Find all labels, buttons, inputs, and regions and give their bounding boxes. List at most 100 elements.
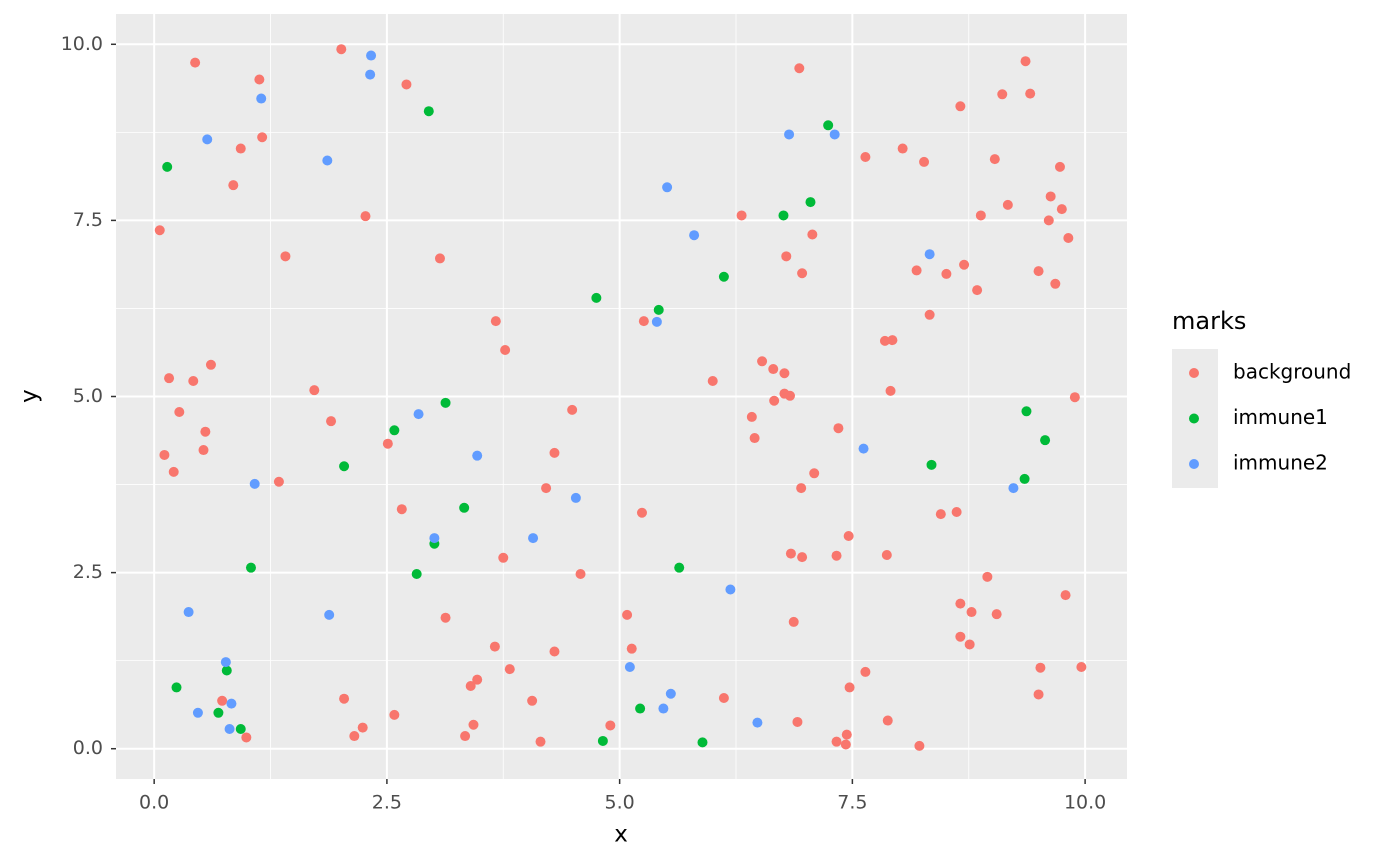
point <box>1035 662 1046 673</box>
point <box>1056 204 1067 215</box>
point <box>809 468 820 479</box>
point <box>591 292 602 303</box>
points <box>154 44 1087 751</box>
point <box>911 265 922 276</box>
point <box>843 530 854 541</box>
point <box>1002 199 1013 210</box>
point <box>235 723 246 734</box>
point <box>955 598 966 609</box>
point <box>324 609 335 620</box>
point <box>689 230 700 241</box>
point <box>697 737 708 748</box>
point <box>326 416 337 427</box>
point <box>989 154 1000 165</box>
point <box>434 253 445 264</box>
point <box>360 211 371 222</box>
point <box>575 569 586 580</box>
point <box>1043 215 1054 226</box>
point <box>792 716 803 727</box>
point <box>382 438 393 449</box>
point <box>718 692 729 703</box>
point <box>256 93 267 104</box>
point <box>226 698 237 709</box>
point <box>831 736 842 747</box>
point <box>636 507 647 518</box>
point <box>154 225 165 236</box>
legend-key <box>1189 459 1199 469</box>
point <box>498 552 509 563</box>
point <box>440 397 451 408</box>
point <box>658 703 669 714</box>
point <box>541 483 552 494</box>
point <box>188 376 199 387</box>
x-tick-label: 5.0 <box>605 792 635 814</box>
point <box>807 229 818 240</box>
point <box>472 450 483 461</box>
point <box>881 549 892 560</box>
point <box>339 693 350 704</box>
point <box>224 723 235 734</box>
point <box>241 732 252 743</box>
point <box>935 509 946 520</box>
point <box>674 562 685 573</box>
point <box>401 79 412 90</box>
point <box>198 445 209 456</box>
point <box>1020 56 1031 67</box>
point <box>964 639 975 650</box>
point <box>823 120 834 131</box>
point <box>220 657 231 668</box>
point <box>1033 266 1044 277</box>
point <box>535 736 546 747</box>
point <box>926 459 937 470</box>
point <box>411 569 422 580</box>
point <box>785 548 796 559</box>
point <box>528 533 539 544</box>
point <box>991 609 1002 620</box>
point <box>549 646 560 657</box>
x-tick-label: 10.0 <box>1064 792 1106 814</box>
legend-label: background <box>1233 360 1351 384</box>
point <box>662 182 673 193</box>
point <box>1025 88 1036 99</box>
point <box>665 688 676 699</box>
point <box>635 703 646 714</box>
point <box>365 69 376 80</box>
point <box>460 731 471 742</box>
point <box>725 584 736 595</box>
point <box>860 666 871 677</box>
point <box>280 251 291 262</box>
point <box>217 695 228 706</box>
point <box>1021 406 1032 417</box>
point <box>171 682 182 693</box>
y-tick-label: 0.0 <box>73 737 103 759</box>
point <box>1050 278 1061 289</box>
point <box>638 316 649 327</box>
point <box>975 210 986 221</box>
point <box>955 101 966 112</box>
point <box>567 404 578 415</box>
point <box>322 155 333 166</box>
point <box>1019 473 1030 484</box>
x-tick-label: 2.5 <box>372 792 402 814</box>
point <box>785 390 795 401</box>
x-tick-label: 7.5 <box>837 792 867 814</box>
point <box>897 143 908 154</box>
point <box>919 156 930 167</box>
point <box>1008 483 1019 494</box>
y-tick-label: 10.0 <box>61 33 103 55</box>
y-tick-label: 7.5 <box>73 209 103 231</box>
point <box>440 612 451 623</box>
point <box>1076 661 1087 672</box>
point <box>924 309 935 320</box>
point <box>597 735 608 746</box>
point <box>924 249 935 260</box>
point <box>366 50 377 61</box>
point <box>794 63 805 74</box>
point <box>757 356 768 367</box>
point <box>429 533 440 544</box>
point <box>174 406 185 417</box>
point <box>797 552 808 563</box>
point <box>707 376 718 387</box>
point <box>162 161 173 172</box>
